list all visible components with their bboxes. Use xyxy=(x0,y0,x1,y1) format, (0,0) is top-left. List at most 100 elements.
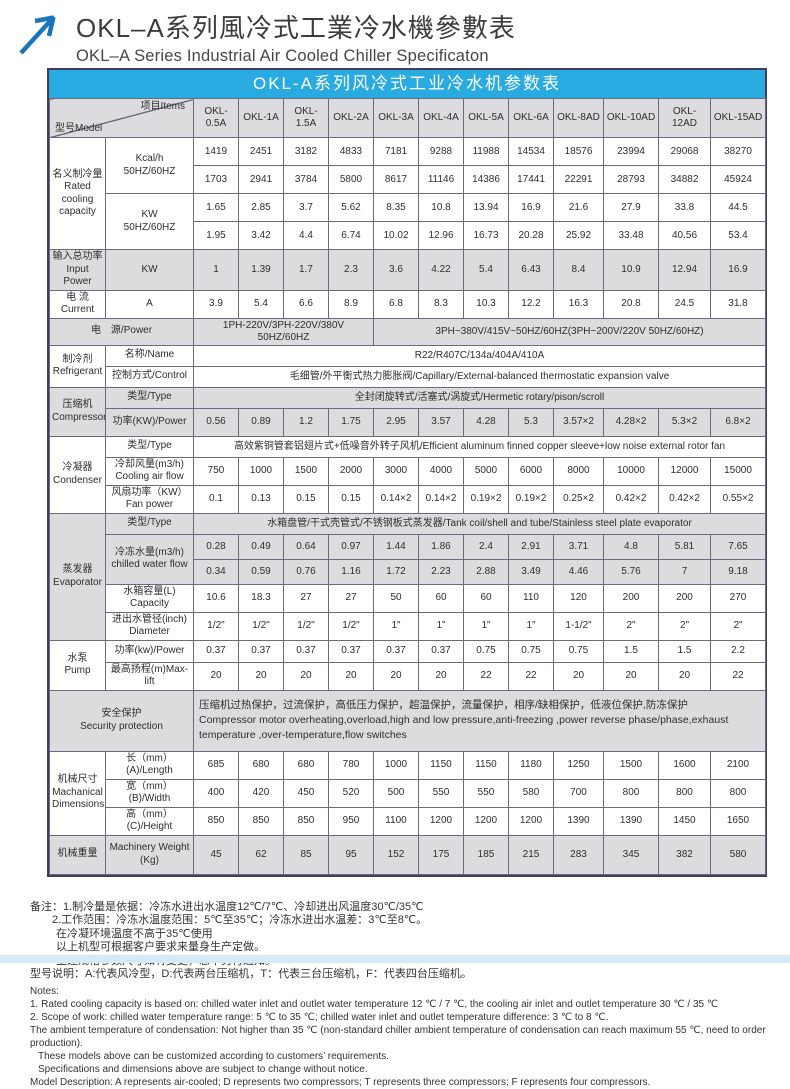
value-cell: 15000 xyxy=(710,456,766,486)
value-cell: 20 xyxy=(373,661,419,691)
row-label-type: 类型/Type xyxy=(105,512,194,535)
model-header-cell: OKL-15AD xyxy=(710,98,766,138)
value-cell: 1/2" xyxy=(328,611,374,641)
page-header: OKL–A系列風冷式工業冷水機參數表 OKL–A Series Industri… xyxy=(0,0,790,65)
value-cell: 2.88 xyxy=(463,558,509,585)
value-cell: 1703 xyxy=(193,165,239,194)
value-cell: 25.92 xyxy=(553,221,604,250)
row-label-compressor-power: 功率(KW)/Power xyxy=(105,407,194,437)
value-cell: 0.49 xyxy=(238,533,284,560)
row-label-length: 长（mm）(A)/Length xyxy=(105,750,194,780)
value-cell: 0.64 xyxy=(283,533,329,560)
note-line: 型号说明：A:代表风冷型，D:代表两台压缩机，T：代表三台压缩机，F：代表四台压… xyxy=(30,968,472,980)
merged-value-evaporator-type: 水箱盘管/干式壳管式/不锈钢板式蒸发器/Tank coil/shell and … xyxy=(193,512,766,535)
value-cell: 1.5 xyxy=(603,639,659,663)
table-row: 控制方式/Control 毛细管/外平衡式热力膨胀阀/Capillary/Ext… xyxy=(50,365,766,388)
value-cell: 20.28 xyxy=(508,221,554,250)
value-cell: 1500 xyxy=(283,456,329,486)
value-cell: 1 xyxy=(193,249,239,291)
value-cell: 60 xyxy=(463,583,509,613)
value-cell: 400 xyxy=(193,778,239,808)
value-cell: 3182 xyxy=(283,137,329,166)
table-row: 机械重量 Machinery Weight (Kg) 45 62 85 95 152 17… xyxy=(49,834,766,875)
table-row: 0.34 0.59 0.76 1.16 1.72 2.23 2.88 3.49 4.46 5.76… xyxy=(50,558,766,585)
value-cell: 20.8 xyxy=(603,289,659,319)
value-cell: 4833 xyxy=(328,137,374,166)
value-cell: 1150 xyxy=(418,750,464,780)
notes-english: Notes: 1. Rated cooling capacity is base… xyxy=(30,985,790,1089)
value-cell: 2100 xyxy=(710,750,766,780)
table-row: 电 流 Current A 3.9 5.4 6.6 8.9 6.8 8.3 10.3 12.2… xyxy=(49,289,766,319)
value-cell: 29068 xyxy=(658,137,711,166)
merged-value-refrigerant-control: 毛细管/外平衡式热力膨胀阀/Capillary/External-balance… xyxy=(193,365,766,388)
value-cell: 22291 xyxy=(553,165,604,194)
value-cell: 3.57×2 xyxy=(553,407,604,437)
value-cell: 680 xyxy=(238,750,284,780)
value-cell: 8.3 xyxy=(418,289,464,319)
brand-arrow-icon xyxy=(19,15,56,55)
value-cell: 5.62 xyxy=(328,193,374,222)
value-cell: 1.72 xyxy=(373,558,419,585)
model-header-cell: OKL-5A xyxy=(463,98,509,138)
value-cell: 2.3 xyxy=(328,249,374,291)
value-cell: 3784 xyxy=(283,165,329,194)
notes-chinese: 备注：1.制冷量是依据：冷冻水进出水温度12℃/7℃、冷却进出风温度30℃/35… xyxy=(30,901,790,982)
page-subtitle: OKL–A Series Industrial Air Cooled Chill… xyxy=(76,47,489,65)
value-cell: 0.75 xyxy=(553,639,604,663)
model-header-cell: OKL-2A xyxy=(328,98,374,138)
value-cell: 0.14×2 xyxy=(418,484,464,514)
value-cell: 0.37 xyxy=(283,639,329,663)
value-cell: 0.55×2 xyxy=(710,484,766,514)
value-cell: 580 xyxy=(710,834,766,875)
model-header-cell: OKL-10AD xyxy=(603,98,659,138)
row-label-chilled-water: 冷冻水量(m3/h) chilled water flow xyxy=(105,533,194,585)
value-cell: 580 xyxy=(508,778,554,808)
value-cell: 1.7 xyxy=(283,249,329,291)
value-cell: 20 xyxy=(283,661,329,691)
value-cell: 185 xyxy=(463,834,509,875)
value-cell: 1500 xyxy=(603,750,659,780)
value-cell: 0.75 xyxy=(463,639,509,663)
model-header-cell: OKL-8AD xyxy=(553,98,604,138)
section-label-input-power: 输入总功率 Input Power xyxy=(49,249,106,291)
value-cell: 0.15 xyxy=(283,484,329,514)
table-row: 高（mm）(C)/Height 850 850 850 950 1100 1200 1200… xyxy=(50,806,766,836)
value-cell: 27 xyxy=(283,583,329,613)
value-cell: 2000 xyxy=(328,456,374,486)
value-cell: 1200 xyxy=(463,806,509,836)
value-cell: 2941 xyxy=(238,165,284,194)
model-header-cell: OKL-6A xyxy=(508,98,554,138)
value-cell: 1000 xyxy=(238,456,284,486)
value-cell: 685 xyxy=(193,750,239,780)
model-header-cell: OKL-1.5A xyxy=(283,98,329,138)
model-header-cell: OKL-12AD xyxy=(658,98,711,138)
merged-value-condenser-type: 高效紫铜管套铝翅片式+低噪音外转子风机/Efficient aluminum f… xyxy=(193,435,766,458)
value-cell: 22 xyxy=(463,661,509,691)
value-cell: 1.65 xyxy=(193,193,239,222)
table-row: 蒸发器 Evaporator 类型/Type 水箱盘管/干式壳管式/不锈钢板式蒸… xyxy=(49,512,766,641)
value-cell: 1.39 xyxy=(238,249,284,291)
value-cell: 1-1/2" xyxy=(553,611,604,641)
value-cell: 1/2" xyxy=(283,611,329,641)
table-row: 电 源/Power 1PH-220V/3PH-220V/380V 50HZ/60… xyxy=(49,317,766,346)
value-cell: 8.35 xyxy=(373,193,419,222)
value-cell: 16.9 xyxy=(710,249,766,291)
value-cell: 16.73 xyxy=(463,221,509,250)
value-cell: 1.75 xyxy=(328,407,374,437)
table-row: 名义制冷量 Rated cooling capacity Kcal/h 50HZ… xyxy=(49,137,766,250)
row-label-name: 名称/Name xyxy=(105,344,194,367)
merged-value-power-left: 1PH-220V/3PH-220V/380V 50HZ/60HZ xyxy=(193,317,374,346)
value-cell: 27.9 xyxy=(603,193,659,222)
value-cell: 0.13 xyxy=(238,484,284,514)
model-header-cell: OKL-3A xyxy=(373,98,419,138)
value-cell: 17441 xyxy=(508,165,554,194)
value-cell: 10.9 xyxy=(603,249,659,291)
section-label-pump: 水泵 Pump xyxy=(49,639,106,691)
note-line: 2.工作范围：冷冻水温度范围：5℃至35℃；冷冻水进出水温差：3℃至8℃。 xyxy=(52,914,428,926)
value-cell: 0.28 xyxy=(193,533,239,560)
value-cell: 152 xyxy=(373,834,419,875)
row-label-pump-power: 功率(kw)/Power xyxy=(105,639,194,663)
row-label-max-lift: 最高扬程(m)Max-lift xyxy=(105,661,194,691)
value-cell: 7 xyxy=(658,558,711,585)
value-cell: 550 xyxy=(463,778,509,808)
